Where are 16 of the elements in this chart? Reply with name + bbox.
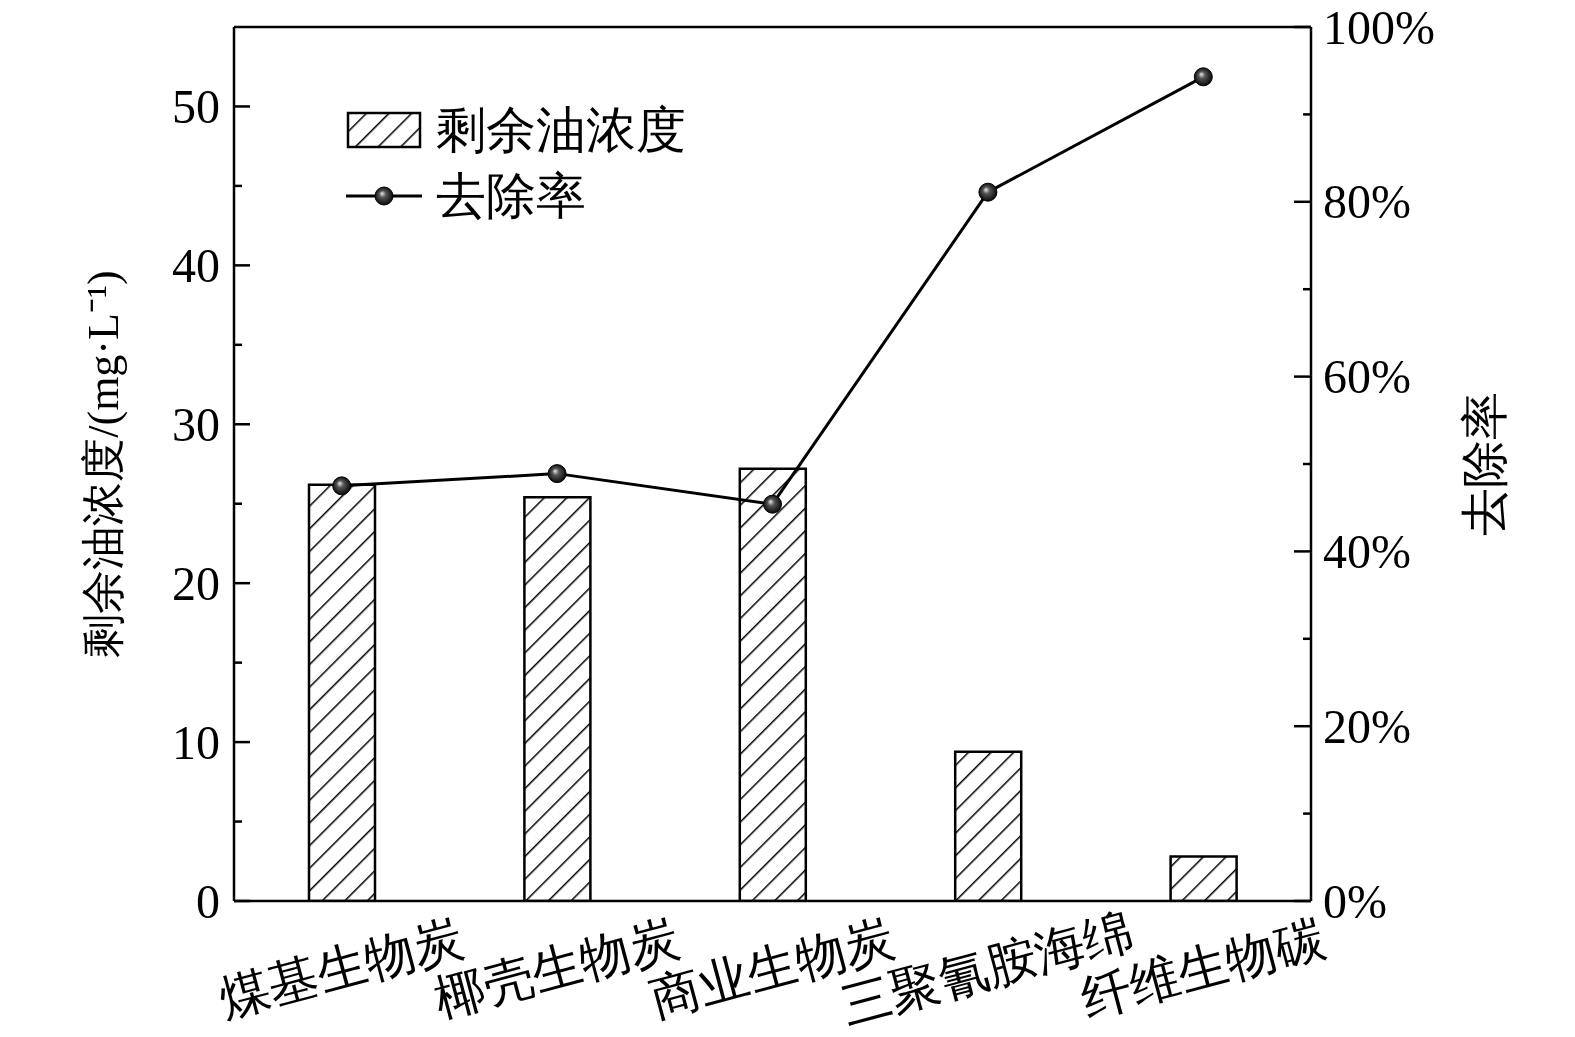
y2-tick-label: 100% xyxy=(1323,0,1435,54)
y-tick-label: 30 xyxy=(172,397,220,451)
y-tick-label: 50 xyxy=(172,79,220,133)
y-tick-label: 0 xyxy=(196,874,220,928)
y-tick-label: 20 xyxy=(172,556,220,610)
legend-label: 去除率 xyxy=(436,167,586,226)
y2-tick-label: 40% xyxy=(1323,524,1411,578)
y-tick-label: 40 xyxy=(172,238,220,292)
y-tick-label: 10 xyxy=(172,715,220,769)
y-axis-title: 剩余油浓度/(mg·L⁻¹) xyxy=(78,270,128,658)
y2-tick-label: 0% xyxy=(1323,874,1387,928)
y2-tick-label: 80% xyxy=(1323,175,1411,229)
y2-axis-title: 去除率 xyxy=(1457,392,1511,536)
legend-label: 剩余油浓度 xyxy=(436,101,686,160)
y2-tick-label: 20% xyxy=(1323,699,1411,753)
y2-tick-label: 60% xyxy=(1323,350,1411,404)
